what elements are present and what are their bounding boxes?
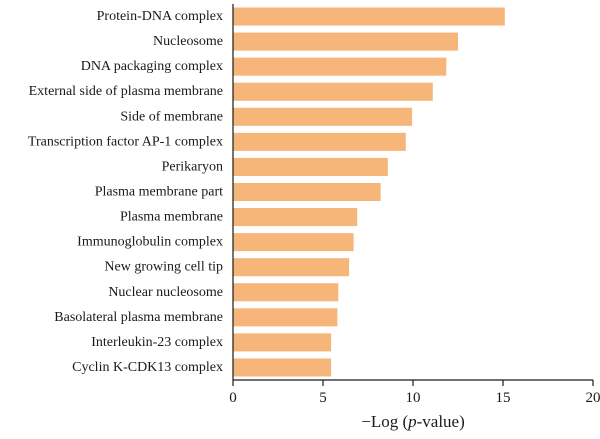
bar (233, 108, 412, 126)
category-label: Nuclear nucleosome (108, 285, 223, 300)
bar (233, 133, 406, 151)
bar (233, 8, 505, 26)
x-tick-label: 15 (496, 390, 511, 406)
x-axis-title-post: -value) (417, 412, 465, 431)
category-label: Side of membrane (120, 109, 223, 124)
bar (233, 183, 381, 201)
bar (233, 233, 354, 251)
bar (233, 58, 446, 76)
x-tick-label: 5 (319, 390, 327, 406)
category-label: Basolateral plasma membrane (54, 310, 223, 325)
category-label: Transcription factor AP-1 complex (28, 134, 223, 149)
bar (233, 33, 458, 51)
x-tick-label: 0 (229, 390, 237, 406)
category-label: Perikaryon (162, 159, 223, 174)
bars-group (233, 8, 505, 377)
category-label: Immunoglobulin complex (77, 235, 223, 250)
category-label: External side of plasma membrane (29, 84, 223, 99)
category-label: New growing cell tip (104, 260, 223, 275)
x-axis-title-italic: p (407, 412, 417, 431)
bar (233, 208, 357, 226)
bar (233, 283, 338, 301)
bar (233, 308, 337, 326)
x-tick-label: 20 (586, 390, 600, 406)
category-labels-group: Protein-DNA complex Nucleosome DNA packagi… (28, 9, 223, 375)
x-ticks-group: 0 5 10 15 20 (229, 380, 600, 406)
category-label: Interleukin-23 complex (91, 335, 223, 350)
category-label: Protein-DNA complex (97, 9, 223, 24)
bar (233, 258, 349, 276)
bar (233, 83, 433, 101)
x-axis-title: −Log (p-value) (361, 412, 465, 431)
bar (233, 358, 331, 376)
category-label: Plasma membrane part (95, 185, 223, 200)
category-label: DNA packaging complex (81, 59, 223, 74)
category-label: Plasma membrane (120, 210, 223, 225)
x-axis-title-pre: −Log ( (361, 412, 408, 431)
category-label: Nucleosome (153, 34, 223, 49)
bar (233, 333, 331, 351)
x-tick-label: 10 (406, 390, 421, 406)
category-label: Cyclin K-CDK13 complex (72, 360, 223, 375)
bar (233, 158, 388, 176)
